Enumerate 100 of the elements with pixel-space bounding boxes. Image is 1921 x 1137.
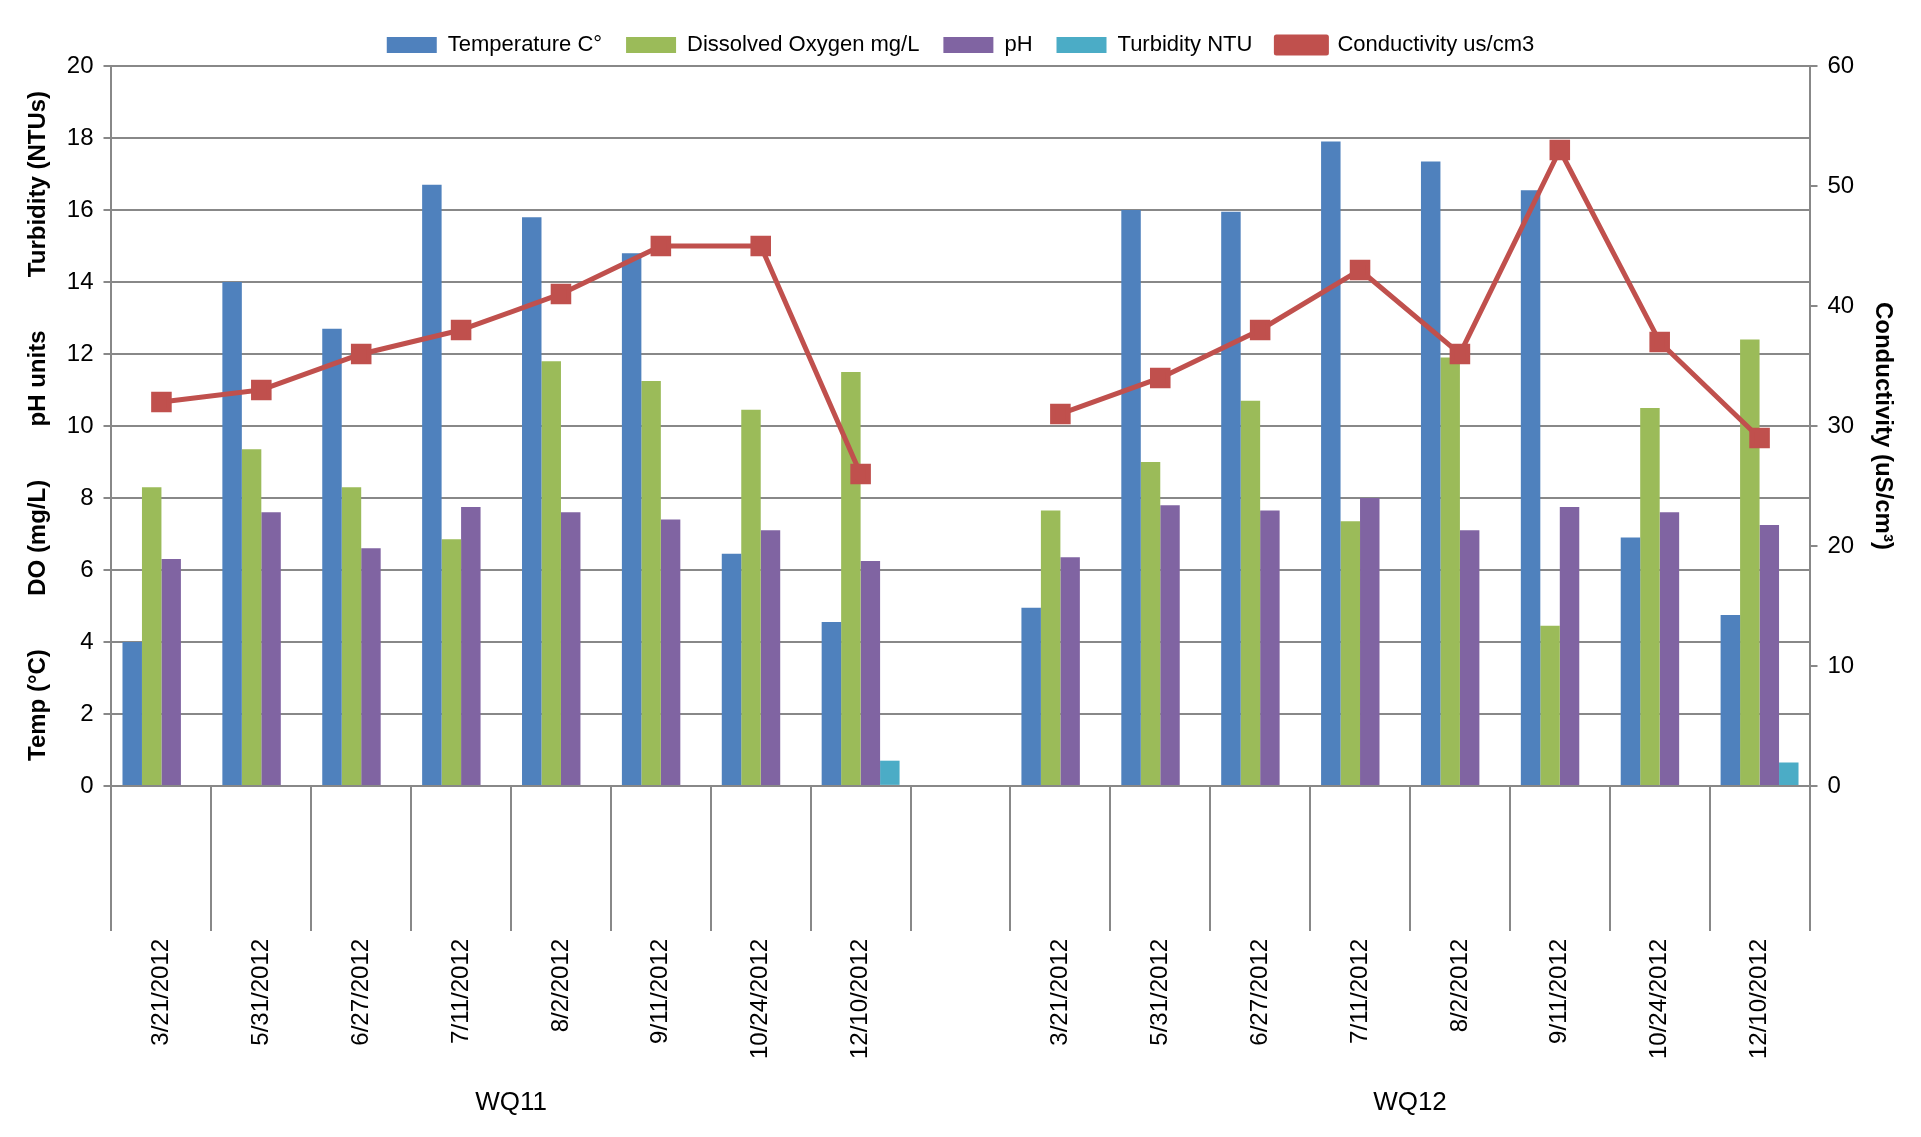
bar <box>1559 506 1580 785</box>
x-tick-label: 5/31/2012 <box>1144 938 1172 1046</box>
bar <box>141 487 162 785</box>
y2-axis-title: Conductivity (uS/cm³) <box>1870 301 1898 550</box>
bar <box>541 361 561 785</box>
point <box>1449 343 1471 365</box>
y-tick-label: 12 <box>66 338 94 366</box>
bar <box>461 506 481 785</box>
y2-tick-label: 20 <box>1827 530 1855 558</box>
bar <box>1740 339 1760 785</box>
bar <box>621 253 642 785</box>
x-tick-label: 12/10/2012 <box>845 938 873 1060</box>
y-tick-label: 10 <box>66 410 94 438</box>
bar <box>341 487 362 785</box>
x-tick-label: 6/27/2012 <box>1244 938 1272 1046</box>
x-tick-label: 5/31/2012 <box>245 938 273 1046</box>
y-tick-label: 20 <box>66 50 94 78</box>
point <box>1050 403 1071 425</box>
y-tick-label: 14 <box>66 266 94 294</box>
y-tick-label: 8 <box>80 482 94 510</box>
x-tick-label: 9/11/2012 <box>1544 938 1572 1044</box>
point <box>1349 259 1371 281</box>
legend-label: pH <box>1004 31 1033 57</box>
x-tick-label: 3/21/2012 <box>146 938 174 1046</box>
bar <box>841 371 861 785</box>
bar <box>1759 524 1780 785</box>
bar <box>741 409 761 785</box>
bar <box>1540 625 1560 785</box>
bar <box>1240 400 1261 785</box>
bar <box>1420 161 1441 785</box>
text: WQ11 <box>475 1086 547 1117</box>
bar <box>1260 510 1280 785</box>
bar <box>441 539 462 785</box>
y2-tick-label: 60 <box>1827 50 1855 78</box>
bar <box>361 548 381 785</box>
bar <box>1520 190 1541 785</box>
point <box>1649 331 1670 353</box>
bar <box>122 641 142 785</box>
legend-label: Temperature C° <box>447 31 603 57</box>
bar <box>422 184 442 785</box>
x-tick-label: 7/11/2012 <box>1344 938 1372 1044</box>
y2-tick-label: 40 <box>1827 290 1855 318</box>
bar <box>1360 497 1380 785</box>
y-tick-label: 16 <box>66 194 94 222</box>
bar <box>1779 762 1799 785</box>
bar <box>1221 211 1241 785</box>
bar <box>1121 209 1141 785</box>
bar <box>1620 537 1641 785</box>
bar <box>1140 461 1161 785</box>
bar <box>1060 557 1080 785</box>
x-tick-label: 8/2/2012 <box>1444 938 1472 1033</box>
bar <box>241 449 262 785</box>
bar <box>560 512 581 785</box>
bar <box>222 281 242 785</box>
y-tick-label: 2 <box>80 698 94 726</box>
point <box>850 463 871 485</box>
bar <box>522 217 542 785</box>
bar <box>1659 512 1680 785</box>
legend-label: Conductivity us/cm3 <box>1337 31 1535 57</box>
point <box>151 391 172 413</box>
y-axis-title: Temp (°C) DO (mg/L) pH units Turbidity (NTUs) <box>23 90 51 761</box>
point <box>750 235 772 257</box>
point <box>650 235 672 257</box>
x-tick-label: 12/10/2012 <box>1744 938 1772 1060</box>
x-tick-label: 10/24/2012 <box>1644 938 1672 1060</box>
y2-tick-label: 50 <box>1827 170 1855 198</box>
bar <box>1160 505 1180 785</box>
x-tick-label: 9/11/2012 <box>645 938 673 1044</box>
point <box>1149 367 1171 389</box>
x-tick-label: 6/27/2012 <box>345 938 373 1046</box>
bar <box>1720 614 1741 785</box>
bar <box>1440 357 1460 785</box>
x-tick-label: 3/21/2012 <box>1045 938 1073 1046</box>
bar <box>161 559 181 785</box>
y-tick-label: 6 <box>80 554 94 582</box>
bar <box>261 512 281 785</box>
point <box>450 319 472 341</box>
bar <box>1459 530 1480 785</box>
bar <box>641 380 661 785</box>
bar <box>880 760 900 785</box>
y-tick-label: 18 <box>66 122 94 150</box>
point <box>251 379 272 401</box>
x-tick-label: 10/24/2012 <box>745 938 773 1060</box>
bar <box>322 328 342 785</box>
y2-tick-label: 30 <box>1827 410 1855 438</box>
bar <box>660 519 681 785</box>
y-tick-label: 4 <box>80 626 94 654</box>
bar <box>760 530 781 785</box>
bar <box>1021 607 1041 785</box>
point <box>1249 319 1271 341</box>
bar <box>821 622 842 785</box>
bar <box>860 560 881 785</box>
point <box>350 343 372 365</box>
text: WQ12 <box>1373 1086 1447 1117</box>
x-tick-label: 8/2/2012 <box>545 938 573 1033</box>
point <box>1749 427 1770 449</box>
point <box>1549 139 1571 161</box>
y-tick-label: 0 <box>80 770 94 798</box>
bar <box>1040 510 1061 785</box>
x-tick-label: 7/11/2012 <box>445 938 473 1044</box>
